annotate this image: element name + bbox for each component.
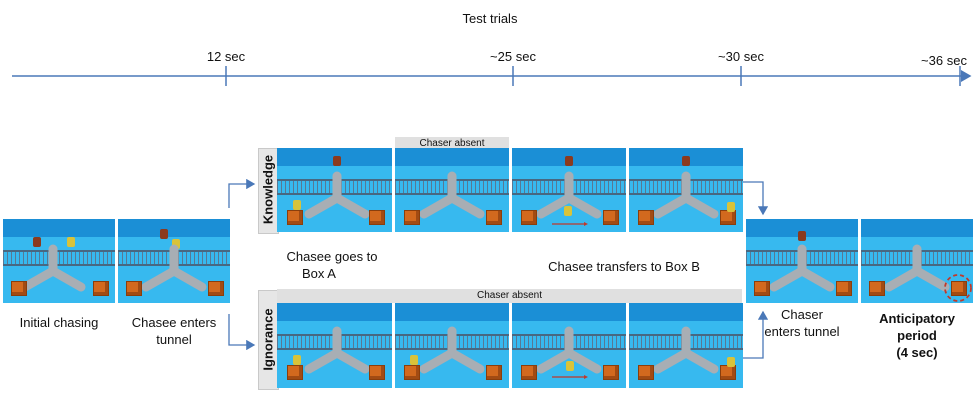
scene-chasee-enters: [118, 219, 230, 303]
caption-anticipatory-l1: Anticipatory: [879, 311, 955, 326]
caption-anticipatory-l3: (4 sec): [896, 345, 938, 360]
tick-label-25: ~25 sec: [490, 49, 536, 64]
tick-label-36: ~36 sec: [921, 53, 967, 68]
scene-knowledge-1: [277, 148, 392, 232]
scene-knowledge-2: [395, 148, 509, 232]
caption-goes-box-a-l1: Chasee goes to: [286, 249, 378, 264]
scene-initial-chasing: [3, 219, 115, 303]
scene-knowledge-4: [629, 148, 743, 232]
caption-chasee-enters: Chasee enters tunnel: [112, 314, 236, 348]
scene-chaser-enters: [746, 219, 858, 303]
caption-initial: Initial chasing: [19, 315, 99, 330]
knowledge-label: Knowledge: [260, 154, 276, 225]
caption-chaser-enters-l2: enters tunnel: [764, 324, 840, 339]
caption-goes-box-a: Chasee goes to Box A: [273, 248, 391, 282]
tick-label-30: ~30 sec: [718, 49, 764, 64]
caption-goes-box-a-l2: Box A: [302, 266, 336, 281]
arrow-ignorance-to-chaser: [743, 310, 769, 359]
caption-chasee-enters-l1: Chasee enters: [131, 315, 217, 330]
caption-transfers-box-b: Chasee transfers to Box B: [548, 259, 700, 274]
caption-anticipatory: Anticipatory period (4 sec): [861, 310, 973, 361]
highlight-circle: [944, 274, 972, 302]
scene-ignorance-3: [512, 303, 626, 388]
scene-ignorance-1: [277, 303, 392, 388]
caption-chasee-enters-l2: tunnel: [156, 332, 192, 347]
chaser-absent-top: Chaser absent: [395, 137, 509, 151]
scene-ignorance-2: [395, 303, 509, 388]
caption-chaser-enters-l1: Chaser: [781, 307, 823, 322]
arrow-knowledge-to-chaser: [743, 181, 769, 216]
arrow-to-ignorance: [228, 314, 256, 351]
ignorance-label: Ignorance: [260, 308, 276, 371]
timeline-title: Test trials: [462, 11, 518, 26]
caption-chaser-enters: Chaser enters tunnel: [746, 306, 858, 340]
arrow-to-knowledge: [228, 178, 256, 208]
caption-anticipatory-l2: period: [897, 328, 937, 343]
scene-knowledge-3: [512, 148, 626, 232]
tick-label-12: 12 sec: [206, 49, 246, 64]
scene-ignorance-4: [629, 303, 743, 388]
chaser-absent-bottom: Chaser absent: [277, 289, 742, 303]
scene-anticipatory: [861, 219, 973, 303]
